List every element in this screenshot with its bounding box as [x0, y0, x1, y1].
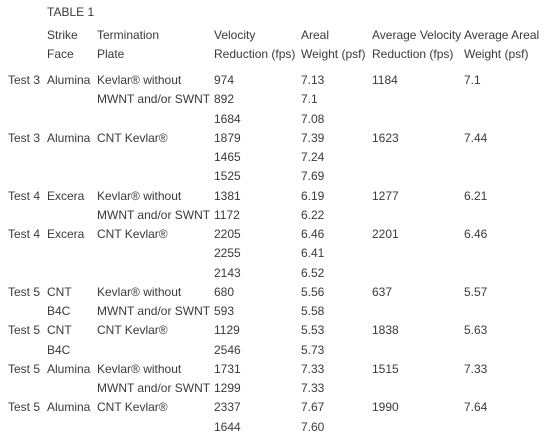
cell-velocity-reduction: 680 [214, 285, 235, 299]
cell-termination-plate: Kevlar® without [97, 189, 182, 203]
cell-average-velocity-reduction: 1623 [372, 131, 399, 145]
cell-test: Test 5 [8, 362, 41, 376]
cell-termination-plate: MWNT and/or SWNT [97, 381, 211, 395]
cell-termination-plate: Kevlar® without [97, 73, 182, 87]
header-strike-face-line2: Face [47, 47, 74, 61]
cell-strike-face: Alumina [47, 131, 91, 145]
cell-areal-weight: 7.1 [301, 92, 318, 106]
cell-areal-weight: 7.08 [301, 112, 325, 126]
cell-areal-weight: 5.56 [301, 285, 325, 299]
header-areal-weight-line2: Weight (psf) [301, 47, 366, 61]
cell-velocity-reduction: 2143 [214, 266, 241, 280]
cell-velocity-reduction: 2546 [214, 343, 241, 357]
cell-average-areal-weight: 7.64 [464, 400, 488, 414]
cell-areal-weight: 6.46 [301, 227, 325, 241]
cell-average-areal-weight: 7.44 [464, 131, 488, 145]
cell-areal-weight: 6.41 [301, 246, 325, 260]
header-areal-weight-line1: Areal [301, 28, 330, 42]
header-velocity-reduction-line2: Reduction (fps) [214, 47, 296, 61]
cell-average-areal-weight: 5.63 [464, 323, 488, 337]
cell-areal-weight: 6.52 [301, 266, 325, 280]
cell-velocity-reduction: 2255 [214, 246, 241, 260]
cell-strike-face: Excera [47, 189, 85, 203]
cell-average-areal-weight: 6.46 [464, 227, 488, 241]
cell-areal-weight: 5.58 [301, 304, 325, 318]
cell-test: Test 5 [8, 323, 41, 337]
cell-strike-face: B4C [47, 343, 71, 357]
cell-average-areal-weight: 7.33 [464, 362, 488, 376]
cell-average-velocity-reduction: 1515 [372, 362, 399, 376]
cell-velocity-reduction: 2205 [214, 227, 241, 241]
cell-strike-face: Alumina [47, 400, 91, 414]
cell-average-velocity-reduction: 1184 [372, 73, 398, 87]
header-velocity-reduction-line1: Velocity [214, 28, 256, 42]
cell-termination-plate: Kevlar® without [97, 362, 182, 376]
header-strike-face-line1: Strike [47, 28, 78, 42]
cell-velocity-reduction: 1299 [214, 381, 241, 395]
cell-velocity-reduction: 892 [214, 92, 235, 106]
cell-test: Test 3 [8, 73, 41, 87]
cell-areal-weight: 7.33 [301, 381, 325, 395]
cell-velocity-reduction: 1731 [214, 362, 241, 376]
cell-termination-plate: MWNT and/or SWNT [97, 92, 211, 106]
cell-areal-weight: 7.60 [301, 420, 325, 434]
cell-areal-weight: 6.22 [301, 208, 325, 222]
cell-average-areal-weight: 6.21 [464, 189, 488, 203]
header-termination-plate-line1: Termination [97, 28, 160, 42]
cell-velocity-reduction: 1684 [214, 112, 241, 126]
cell-areal-weight: 7.39 [301, 131, 325, 145]
cell-average-velocity-reduction: 1838 [372, 323, 399, 337]
header-average-velocity-reduction-line1: Average Velocity [372, 28, 462, 42]
cell-areal-weight: 5.53 [301, 323, 325, 337]
cell-average-areal-weight: 7.1 [464, 73, 481, 87]
cell-areal-weight: 7.33 [301, 362, 325, 376]
cell-termination-plate: CNT Kevlar® [97, 227, 168, 241]
cell-areal-weight: 7.67 [301, 400, 325, 414]
cell-velocity-reduction: 1172 [214, 208, 240, 222]
cell-termination-plate: MWNT and/or SWNT [97, 304, 211, 318]
cell-strike-face: Alumina [47, 73, 91, 87]
cell-test: Test 5 [8, 400, 41, 414]
cell-test: Test 4 [8, 227, 41, 241]
table-title: TABLE 1 [47, 5, 95, 19]
cell-areal-weight: 6.19 [301, 189, 325, 203]
header-average-areal-weight-line1: Average Areal [464, 28, 540, 42]
header-termination-plate-line2: Plate [97, 47, 125, 61]
cell-average-velocity-reduction: 2201 [372, 227, 399, 241]
cell-average-velocity-reduction: 637 [372, 285, 393, 299]
cell-velocity-reduction: 593 [214, 304, 235, 318]
cell-termination-plate: CNT Kevlar® [97, 400, 168, 414]
header-average-areal-weight-line2: Weight (psf) [464, 47, 529, 61]
cell-average-areal-weight: 5.57 [464, 285, 488, 299]
cell-velocity-reduction: 1465 [214, 150, 241, 164]
header-average-velocity-reduction-line2: Reduction (fps) [372, 47, 454, 61]
cell-areal-weight: 7.24 [301, 150, 325, 164]
cell-test: Test 3 [8, 131, 41, 145]
cell-velocity-reduction: 1644 [214, 420, 241, 434]
cell-strike-face: B4C [47, 304, 71, 318]
cell-velocity-reduction: 1129 [214, 323, 240, 337]
cell-termination-plate: CNT Kevlar® [97, 323, 168, 337]
cell-velocity-reduction: 974 [214, 73, 235, 87]
cell-velocity-reduction: 2337 [214, 400, 241, 414]
cell-average-velocity-reduction: 1277 [372, 189, 399, 203]
cell-areal-weight: 7.13 [301, 73, 325, 87]
cell-termination-plate: CNT Kevlar® [97, 131, 168, 145]
cell-areal-weight: 7.69 [301, 169, 325, 183]
cell-strike-face: Excera [47, 227, 85, 241]
cell-termination-plate: MWNT and/or SWNT [97, 208, 211, 222]
cell-strike-face: CNT [47, 323, 72, 337]
cell-velocity-reduction: 1381 [214, 189, 241, 203]
cell-test: Test 4 [8, 189, 41, 203]
cell-velocity-reduction: 1525 [214, 169, 241, 183]
cell-strike-face: CNT [47, 285, 72, 299]
cell-termination-plate: Kevlar® without [97, 285, 182, 299]
cell-areal-weight: 5.73 [301, 343, 325, 357]
cell-strike-face: Alumina [47, 362, 91, 376]
cell-average-velocity-reduction: 1990 [372, 400, 399, 414]
cell-velocity-reduction: 1879 [214, 131, 241, 145]
cell-test: Test 5 [8, 285, 41, 299]
